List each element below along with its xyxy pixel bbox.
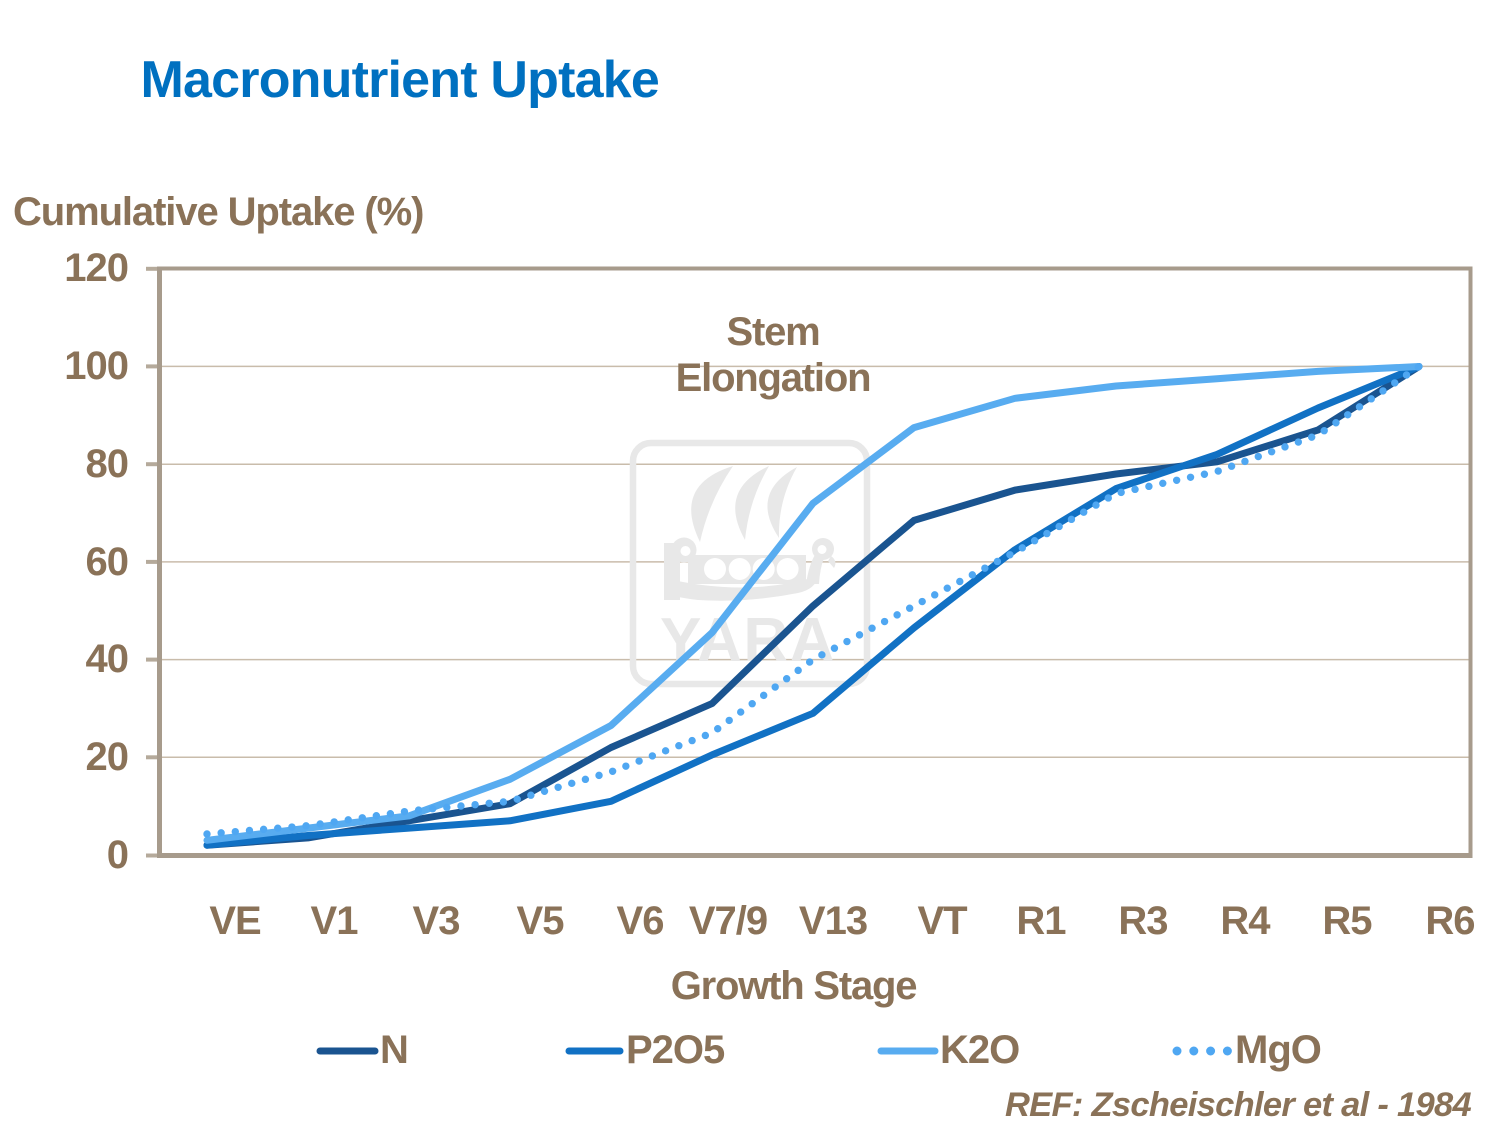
svg-text:V6: V6 (617, 899, 664, 943)
svg-text:40: 40 (86, 637, 129, 681)
svg-text:120: 120 (64, 246, 128, 290)
svg-text:Cumulative Uptake (%): Cumulative Uptake (%) (13, 190, 423, 234)
svg-text:0: 0 (107, 833, 128, 877)
svg-text:V13: V13 (799, 899, 867, 943)
svg-text:Stem: Stem (726, 310, 819, 354)
svg-text:60: 60 (86, 540, 129, 584)
svg-text:VE: VE (209, 899, 261, 943)
svg-text:R4: R4 (1220, 899, 1271, 943)
svg-text:P2O5: P2O5 (626, 1028, 725, 1072)
svg-text:20: 20 (86, 735, 129, 779)
svg-text:R6: R6 (1425, 899, 1474, 943)
svg-text:K2O: K2O (940, 1028, 1019, 1072)
svg-text:R3: R3 (1118, 899, 1167, 943)
svg-text:VT: VT (917, 899, 967, 943)
svg-text:R1: R1 (1016, 899, 1066, 943)
svg-text:Growth Stage: Growth Stage (671, 964, 917, 1008)
svg-text:V3: V3 (413, 899, 460, 943)
svg-text:N: N (380, 1028, 408, 1072)
svg-text:V7/9: V7/9 (689, 899, 767, 943)
svg-text:REF: Zscheischler et al - 1984: REF: Zscheischler et al - 1984 (1005, 1086, 1472, 1124)
svg-text:V1: V1 (311, 899, 359, 943)
svg-text:MgO: MgO (1235, 1028, 1321, 1072)
svg-text:80: 80 (86, 442, 129, 486)
svg-text:R5: R5 (1322, 899, 1372, 943)
svg-text:Macronutrient Uptake: Macronutrient Uptake (141, 51, 660, 109)
svg-text:Elongation: Elongation (676, 356, 871, 400)
svg-text:V5: V5 (517, 899, 565, 943)
svg-text:100: 100 (64, 344, 128, 388)
